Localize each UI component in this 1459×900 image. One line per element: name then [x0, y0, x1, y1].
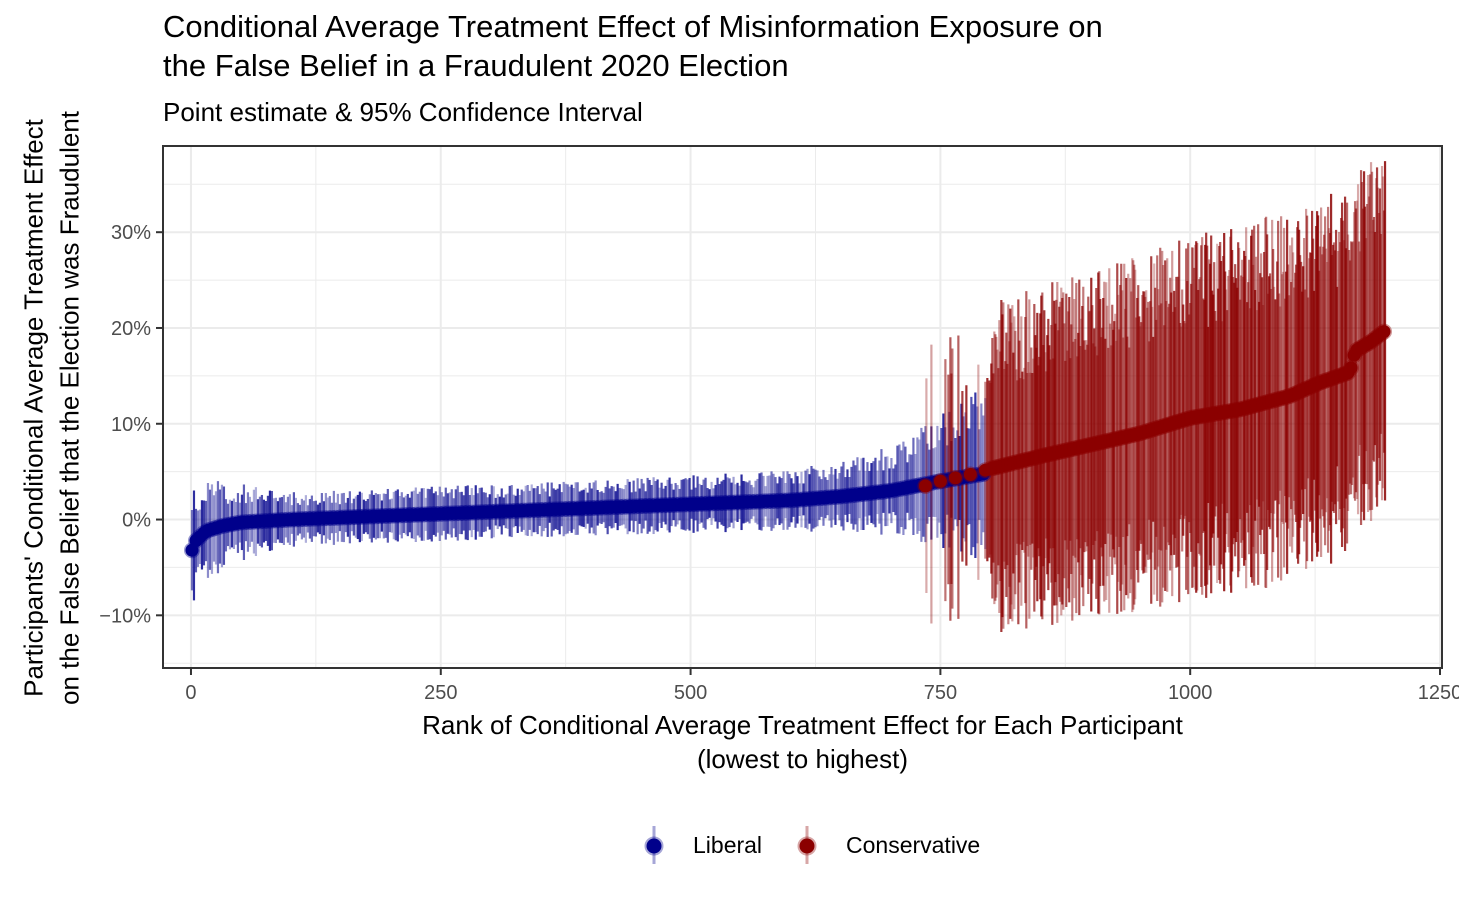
- y-tick-label: 10%: [111, 414, 151, 436]
- point-conservative: [962, 466, 979, 483]
- y-axis-label-line-1: Participants' Conditional Average Treatm…: [18, 119, 49, 697]
- point-conservative: [1343, 359, 1360, 376]
- x-tick-label: 750: [924, 682, 957, 704]
- point-conservative: [917, 478, 934, 495]
- y-tick-label: 20%: [111, 318, 151, 340]
- panel-border: [162, 145, 1443, 669]
- axes-layer: 0 250 500 750 1000 1250 −10% 0% 10% 20% 30%: [99, 222, 1459, 704]
- chart-title-line-1: Conditional Average Treatment Effect of …: [163, 9, 1103, 44]
- point-conservative: [932, 473, 949, 490]
- x-tick-label: 0: [185, 682, 196, 704]
- y-tick-label: −10%: [99, 605, 151, 627]
- x-tick-label: 1000: [1168, 682, 1213, 704]
- legend-key-conservative: [797, 826, 817, 864]
- x-tick-label: 1250: [1418, 682, 1459, 704]
- legend-label-conservative: Conservative: [846, 832, 981, 858]
- x-tick-label: 500: [674, 682, 707, 704]
- x-axis-label-line-2: (lowest to highest): [697, 744, 908, 774]
- point-conservative: [1376, 323, 1393, 340]
- points-layer: [183, 323, 1393, 559]
- legend-key-liberal: [644, 826, 664, 864]
- x-axis-label-line-1: Rank of Conditional Average Treatment Ef…: [422, 710, 1183, 740]
- y-tick-label: 0%: [122, 510, 151, 532]
- legend: Liberal Conservative: [0, 826, 1459, 866]
- y-axis-label-line-2: on the False Belief that the Election wa…: [54, 110, 85, 706]
- chart-title-line-2: the False Belief in a Fraudulent 2020 El…: [163, 48, 789, 83]
- chart-subtitle: Point estimate & 95% Confidence Interval: [163, 97, 643, 127]
- x-tick-label: 250: [424, 682, 457, 704]
- ci-bars-layer: [190, 161, 1387, 633]
- legend-label-liberal: Liberal: [693, 832, 763, 858]
- point-conservative: [947, 469, 964, 486]
- y-tick-label: 30%: [111, 222, 151, 244]
